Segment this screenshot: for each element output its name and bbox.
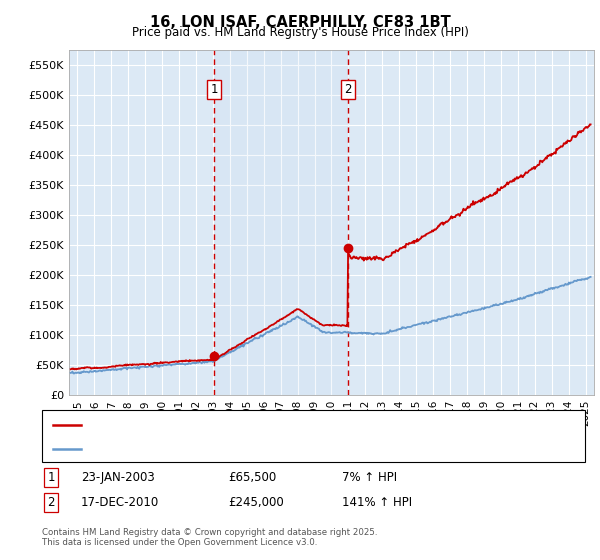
- Text: 17-DEC-2010: 17-DEC-2010: [81, 496, 159, 509]
- Text: 2: 2: [344, 83, 352, 96]
- Text: £65,500: £65,500: [228, 471, 276, 484]
- Bar: [214, 50, 348, 395]
- Text: 141% ↑ HPI: 141% ↑ HPI: [342, 496, 412, 509]
- Text: Price paid vs. HM Land Registry's House Price Index (HPI): Price paid vs. HM Land Registry's House …: [131, 26, 469, 39]
- Text: 2: 2: [47, 496, 55, 509]
- Text: 16, LON ISAF, CAERPHILLY, CF83 1BT (semi-detached house): 16, LON ISAF, CAERPHILLY, CF83 1BT (semi…: [84, 419, 415, 430]
- Text: 23-JAN-2003: 23-JAN-2003: [81, 471, 155, 484]
- Text: 1: 1: [211, 83, 218, 96]
- Text: HPI: Average price, semi-detached house, Caerphilly: HPI: Average price, semi-detached house,…: [84, 444, 371, 454]
- Text: 1: 1: [47, 471, 55, 484]
- Text: Contains HM Land Registry data © Crown copyright and database right 2025.
This d: Contains HM Land Registry data © Crown c…: [42, 528, 377, 547]
- Text: 7% ↑ HPI: 7% ↑ HPI: [342, 471, 397, 484]
- Text: £245,000: £245,000: [228, 496, 284, 509]
- Text: 16, LON ISAF, CAERPHILLY, CF83 1BT: 16, LON ISAF, CAERPHILLY, CF83 1BT: [149, 15, 451, 30]
